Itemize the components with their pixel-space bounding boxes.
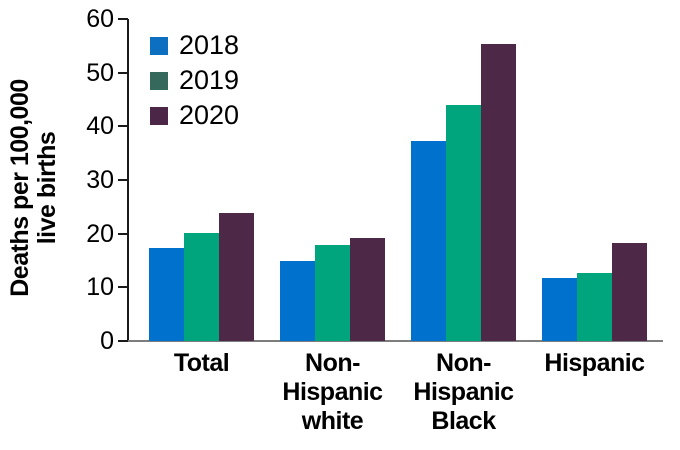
legend-item-2019: 2019 [150, 63, 239, 98]
legend-swatch-2019 [150, 71, 168, 90]
x-category-label: Non- Hispanic Black [413, 349, 514, 435]
y-tick-label: 0 [100, 327, 114, 355]
bar-2019-hispanic [577, 273, 612, 341]
legend-item-2018: 2018 [150, 28, 239, 63]
legend-label-2018: 2018 [179, 30, 240, 60]
legend-swatch-2020 [150, 106, 168, 125]
legend-label-2019: 2019 [179, 65, 240, 95]
bar-2020-non-hispanic-white [350, 238, 385, 341]
y-axis-line [127, 19, 129, 341]
bar-2018-non-hispanic-white [280, 261, 315, 341]
bar-2018-hispanic [542, 277, 577, 341]
legend-swatch-2018 [150, 36, 168, 55]
y-tick-mark [118, 179, 128, 181]
legend-item-2020: 2020 [150, 98, 239, 133]
bar-2019-non-hispanic-white [315, 244, 350, 341]
bar-2020-hispanic [612, 243, 647, 341]
y-tick-label: 40 [86, 112, 114, 141]
bar-2020-total [219, 213, 254, 341]
legend-label-2020: 2020 [179, 100, 240, 130]
bar-2019-non-hispanic-black [446, 104, 481, 341]
y-tick-mark [118, 286, 128, 289]
y-tick-mark [118, 340, 128, 342]
bar-2019-total [184, 233, 219, 341]
y-tick-label: 20 [86, 219, 114, 248]
y-tick-label: 10 [86, 273, 114, 302]
bar-2020-non-hispanic-black [481, 44, 516, 341]
y-tick-label: 30 [86, 166, 114, 194]
y-axis-title-line1: Deaths per 100,000 [6, 79, 34, 297]
x-category-label: Hispanic [544, 349, 645, 377]
x-axis-baseline [118, 340, 663, 342]
bar-2018-total [149, 247, 184, 341]
x-category-label: Non- Hispanic white [282, 349, 383, 435]
legend: 2018 2019 2020 [150, 28, 239, 133]
bar-2018-non-hispanic-black [411, 140, 446, 341]
y-tick-label: 50 [86, 58, 114, 87]
y-tick-mark [118, 71, 128, 74]
y-tick-label: 60 [86, 5, 114, 33]
y-tick-mark [118, 232, 128, 235]
x-category-label: Total [173, 349, 230, 377]
y-tick-mark [118, 18, 128, 20]
y-tick-mark [118, 125, 128, 128]
